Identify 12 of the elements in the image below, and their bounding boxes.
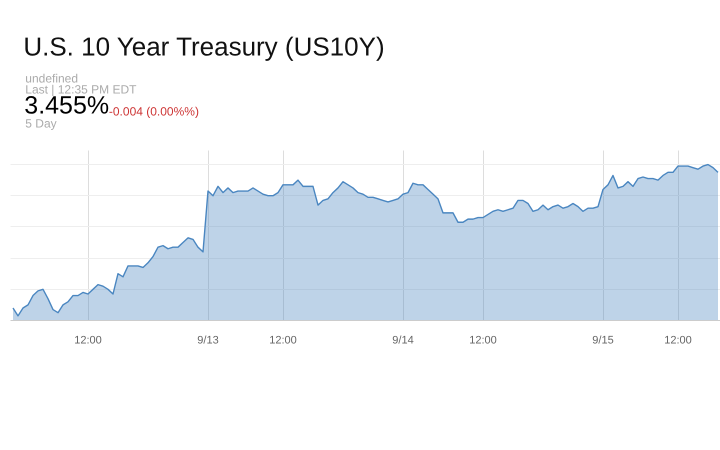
x-tick-label: 9/13 <box>197 334 219 346</box>
x-tick-label: 9/15 <box>592 334 614 346</box>
x-tick-label: 9/14 <box>392 334 414 346</box>
x-tick-label: 12:00 <box>469 334 497 346</box>
x-tick-label: 12:00 <box>269 334 297 346</box>
text: undefined <box>25 72 78 86</box>
text: 5 Day <box>25 116 57 130</box>
x-tick-label: 12:00 <box>74 334 102 346</box>
text: -0.004 (0.00%%) <box>108 104 199 118</box>
x-tick-label: 12:00 <box>664 334 692 346</box>
text: Last | 12:35 PM EDT <box>25 82 138 96</box>
chart-title: U.S. 10 Year Treasury (US10Y) <box>23 32 385 62</box>
